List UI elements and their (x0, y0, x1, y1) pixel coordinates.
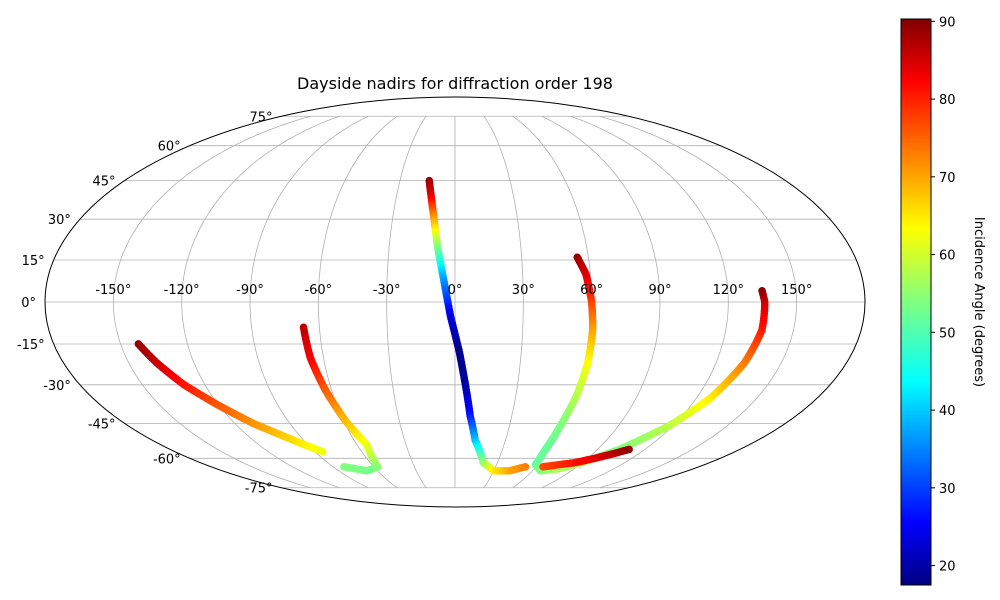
meridian-line (570, 115, 729, 489)
meridian-line (249, 115, 369, 489)
latitude-tick-label: 15° (22, 254, 45, 269)
meridian-line (386, 116, 427, 488)
meridian-line (181, 115, 340, 489)
colorbar-tick-label: 30 (939, 482, 956, 497)
longitude-tick-label: 120° (713, 283, 744, 298)
latitude-tick-label: 60° (158, 140, 181, 155)
data-point (521, 462, 530, 471)
colorbar-tick-label: 70 (939, 171, 956, 186)
colorbar-label: Incidence Angle (degrees) (971, 217, 986, 387)
latitude-tick-label: -45° (88, 417, 116, 432)
colorbar (900, 18, 932, 586)
meridian-line (541, 115, 661, 489)
colorbar-ticks: 90 80 70 60 50 40 30 20 (931, 15, 956, 575)
latitude-tick-label: 75° (249, 110, 272, 125)
longitude-tick-labels: -150° -120° -90° -60° -30° 0° 30° 60° 90° 120° 150… (95, 283, 812, 298)
colorbar-tick-label: 90 (939, 15, 956, 30)
graticule (45, 115, 865, 489)
longitude-tick-label: 90° (648, 283, 671, 298)
longitude-tick-label: -60° (304, 283, 332, 298)
latitude-tick-label: 30° (48, 213, 71, 228)
colorbar-tick-label: 20 (939, 560, 956, 575)
meridian-line (483, 116, 524, 488)
longitude-tick-label: -150° (95, 283, 131, 298)
meridian-line (599, 115, 798, 489)
longitude-tick-label: 60° (580, 283, 603, 298)
longitude-tick-label: -90° (236, 283, 264, 298)
colorbar-tick-label: 80 (939, 93, 956, 108)
chart-title: Dayside nadirs for diffraction order 198 (297, 74, 613, 93)
meridian-line (317, 115, 398, 489)
longitude-tick-label: 0° (448, 283, 463, 298)
longitude-tick-label: -30° (373, 283, 401, 298)
scatter-points (134, 176, 769, 475)
latitude-tick-label: -15° (17, 338, 45, 353)
latitude-tick-labels: 75° 60° 45° 30° 15° 0° -15° -30° -45° -60° -75° (17, 110, 273, 496)
colorbar-tick-label: 50 (939, 326, 956, 341)
data-point (625, 445, 633, 454)
colorbar-tick-label: 60 (939, 249, 956, 264)
colorbar-tick-label: 40 (939, 404, 956, 419)
latitude-tick-label: -60° (153, 452, 181, 467)
data-point (340, 462, 348, 471)
meridian-line (112, 115, 311, 489)
latitude-tick-label: -30° (43, 379, 71, 394)
latitude-tick-label: 45° (93, 175, 116, 190)
data-point (758, 286, 766, 295)
data-point (318, 447, 327, 456)
latitude-tick-label: -75° (245, 482, 273, 497)
map-boundary (44, 96, 866, 508)
latitude-tick-label: 0° (21, 296, 36, 311)
longitude-tick-label: 150° (781, 283, 812, 298)
longitude-tick-label: 30° (512, 283, 535, 298)
longitude-tick-label: -120° (164, 283, 200, 298)
